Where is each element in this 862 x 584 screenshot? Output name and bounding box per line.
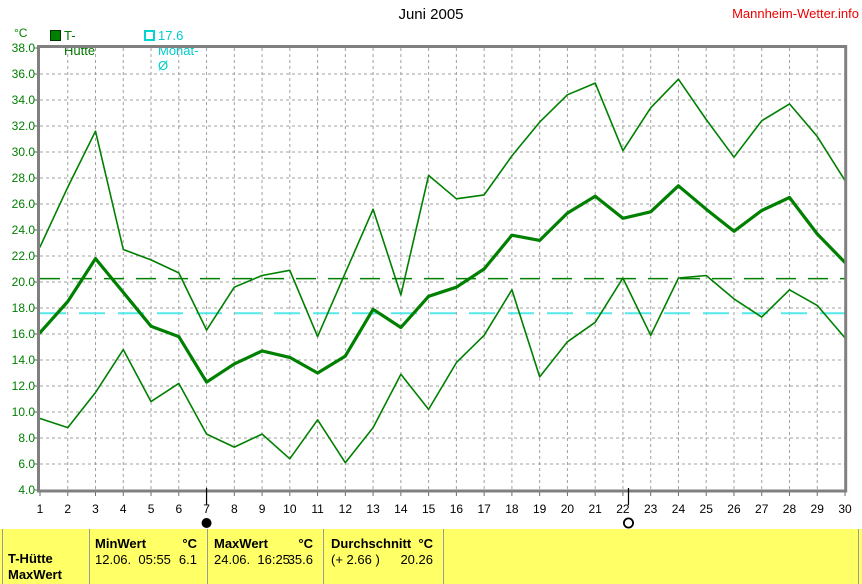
x-axis-label: 6 — [175, 502, 182, 516]
y-axis-label: 36.0 — [12, 67, 36, 81]
panel-series-labels: T-Hütte MaxWert — [8, 529, 86, 584]
x-axis-label: 20 — [561, 502, 575, 516]
x-axis-label: 8 — [231, 502, 238, 516]
panel-divider — [89, 529, 90, 584]
panel-col-durchschnitt: Durchschnitt °C (+ 2.66 ) 20.26 — [331, 529, 433, 584]
x-axis-label: 13 — [366, 502, 380, 516]
x-axis-label: 22 — [616, 502, 630, 516]
panel-col-maxwert: MaxWert °C 24.06. 16:25 35.6 — [214, 529, 313, 584]
y-axis-label: 38.0 — [12, 41, 36, 55]
x-axis-label: 1 — [37, 502, 44, 516]
page-title: Juni 2005 — [398, 6, 464, 23]
site-link[interactable]: Mannheim-Wetter.info — [732, 6, 859, 21]
x-axis-label: 16 — [450, 502, 464, 516]
durchschnitt-unit: °C — [418, 536, 433, 551]
x-axis-label: 29 — [811, 502, 825, 516]
x-axis-label: 4 — [120, 502, 127, 516]
y-axis-label: 14.0 — [12, 353, 36, 367]
y-axis-label: 16.0 — [12, 327, 36, 341]
x-axis-label: 2 — [64, 502, 71, 516]
x-axis-label: 18 — [505, 502, 519, 516]
durchschnitt-value: 20.26 — [400, 552, 433, 567]
x-axis-label: 17 — [477, 502, 491, 516]
x-axis-label: 25 — [700, 502, 714, 516]
y-axis-label: 32.0 — [12, 119, 36, 133]
y-axis-label: 30.0 — [12, 145, 36, 159]
y-axis-label: 26.0 — [12, 197, 36, 211]
panel-series-label: MaxWert — [8, 567, 62, 582]
panel-divider — [443, 529, 444, 584]
x-axis-label: 10 — [283, 502, 297, 516]
panel-divider — [323, 529, 324, 584]
x-axis-label: 3 — [92, 502, 99, 516]
minwert-header: MinWert — [95, 536, 147, 551]
y-axis-label: 34.0 — [12, 93, 36, 107]
y-axis-label: 10.0 — [12, 405, 36, 419]
maxwert-value: 35.6 — [287, 552, 313, 567]
y-axis-label: 18.0 — [12, 301, 36, 315]
x-axis-label: 28 — [783, 502, 797, 516]
y-axis-label: 24.0 — [12, 223, 36, 237]
durchschnitt-deviation: (+ 2.66 ) — [331, 552, 380, 567]
x-axis-label: 26 — [727, 502, 741, 516]
x-axis-label: 7 — [203, 502, 210, 516]
x-axis-label: 27 — [755, 502, 769, 516]
panel-col-minwert: MinWert °C 12.06. 05:55 6.1 — [95, 529, 197, 584]
x-axis-label: 21 — [588, 502, 602, 516]
x-axis-label: 30 — [838, 502, 852, 516]
x-axis-label: 19 — [533, 502, 547, 516]
x-axis-label: 14 — [394, 502, 408, 516]
maxwert-unit: °C — [298, 536, 313, 551]
y-axis-label: 28.0 — [12, 171, 36, 185]
panel-sensor-label: T-Hütte — [8, 551, 53, 566]
panel-divider — [207, 529, 208, 584]
x-axis-label: 9 — [259, 502, 266, 516]
x-axis-label: 24 — [672, 502, 686, 516]
maxwert-datetime: 24.06. 16:25 — [214, 552, 290, 567]
series-MinWert — [39, 274, 846, 464]
new-moon-icon — [201, 518, 212, 528]
full-moon-icon — [622, 517, 634, 529]
minwert-unit: °C — [182, 536, 197, 551]
durchschnitt-header: Durchschnitt — [331, 536, 412, 551]
series-Durchschnitt — [38, 184, 847, 384]
y-axis-label: 4.0 — [18, 483, 35, 497]
x-axis-label: 11 — [311, 502, 324, 516]
y-axis-label: 8.0 — [18, 431, 35, 445]
panel-divider — [2, 529, 3, 584]
maxwert-header: MaxWert — [214, 536, 268, 551]
x-axis-label: 15 — [422, 502, 436, 516]
t-huette-legend-swatch-icon — [50, 30, 61, 41]
x-axis-label: 23 — [644, 502, 658, 516]
month-average-legend-swatch-icon — [144, 30, 155, 41]
series-MaxWert — [39, 78, 846, 338]
y-axis-label: 6.0 — [18, 457, 35, 471]
panel-divider — [858, 529, 859, 584]
y-axis-label: 12.0 — [12, 379, 36, 393]
x-axis-label: 12 — [339, 502, 353, 516]
minwert-value: 6.1 — [178, 552, 197, 567]
x-axis-label: 5 — [148, 502, 155, 516]
y-axis-label: 20.0 — [12, 275, 36, 289]
minwert-datetime: 12.06. 05:55 — [95, 552, 171, 567]
y-axis-unit-label: °C — [14, 26, 28, 40]
summary-panel: T-Hütte MaxWert MinWert °C 12.06. 05:55 … — [0, 529, 862, 584]
y-axis-label: 22.0 — [12, 249, 36, 263]
